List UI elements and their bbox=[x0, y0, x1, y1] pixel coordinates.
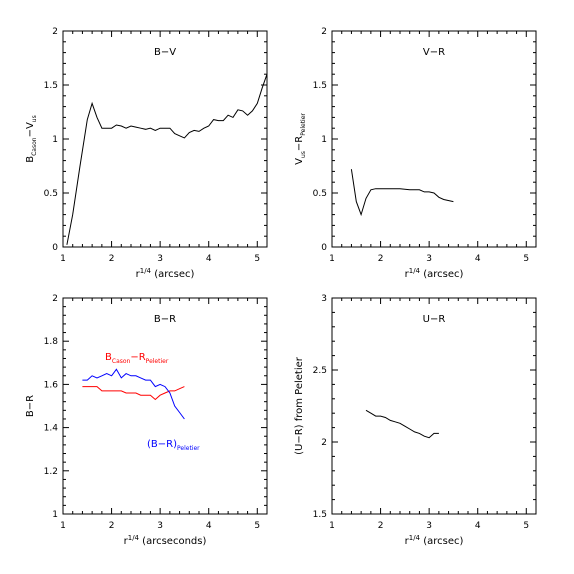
y-tick-label: 1.5 bbox=[44, 81, 58, 91]
x-tick-label: 1 bbox=[60, 254, 66, 264]
series-line-1 bbox=[82, 386, 185, 401]
y-tick-label: 1.4 bbox=[44, 424, 59, 434]
y-tick-label: 0.5 bbox=[44, 189, 58, 199]
series-annotation-2: (B−R)Peletier bbox=[147, 439, 200, 452]
panel-3: 1 2 3 4 5 1 1.2 1.4 1.6 1.8 2 B−R r1/4 (arcseconds) B… bbox=[25, 294, 268, 547]
y-tick-label: 1 bbox=[321, 135, 327, 145]
y-tick-label: 2 bbox=[321, 438, 327, 448]
x-tick-label: 2 bbox=[109, 521, 115, 531]
x-axis-label: r1/4 (arcsec) bbox=[405, 267, 464, 280]
x-tick-label: 5 bbox=[523, 254, 529, 264]
chart-title: B−V bbox=[154, 47, 176, 58]
x-tick-label: 3 bbox=[426, 254, 432, 264]
x-tick-label: 1 bbox=[329, 521, 335, 531]
series-annotation-1: BCason−RPeletier bbox=[105, 352, 169, 365]
y-tick-label: 2 bbox=[52, 27, 58, 37]
x-axis-label: r1/4 (arcseconds) bbox=[124, 534, 207, 547]
chart-title: U−R bbox=[423, 314, 446, 325]
y-tick-label: 1 bbox=[52, 510, 58, 520]
y-tick-label: 2 bbox=[321, 27, 327, 37]
series-line-1 bbox=[350, 169, 454, 217]
x-tick-label: 5 bbox=[254, 521, 260, 531]
x-tick-label: 1 bbox=[329, 254, 335, 264]
y-axis-label: B−R bbox=[25, 395, 36, 417]
y-tick-label: 1.8 bbox=[44, 337, 59, 347]
chart-title: B−R bbox=[154, 314, 176, 325]
x-tick-label: 4 bbox=[206, 254, 212, 264]
panel-2: 1 2 3 4 5 0 0.5 1 1.5 2 V−R r1/4 (arcsec) Vus−RPelet… bbox=[294, 27, 537, 280]
y-tick-label: 0 bbox=[321, 243, 327, 253]
x-tick-label: 2 bbox=[378, 254, 384, 264]
x-tick-label: 3 bbox=[157, 254, 163, 264]
x-tick-label: 3 bbox=[157, 521, 163, 531]
panel-4: 1 2 3 4 5 1.5 2 2.5 3 U−R r1/4 (arcsec) (U−R) from … bbox=[294, 294, 537, 547]
y-axis-label: (U−R) from Peletier bbox=[294, 356, 305, 455]
y-tick-label: 1.2 bbox=[44, 467, 58, 477]
plot-frame bbox=[62, 297, 268, 515]
y-axis-label: Vus−RPeletier bbox=[294, 113, 307, 165]
x-tick-label: 5 bbox=[254, 254, 260, 264]
x-tick-label: 2 bbox=[378, 521, 384, 531]
x-tick-label: 4 bbox=[475, 254, 481, 264]
y-tick-label: 2.5 bbox=[313, 366, 327, 376]
y-tick-label: 1.5 bbox=[313, 510, 327, 520]
panel-1: 1 2 3 4 5 0 0.5 1 1.5 2 B−V r1/4 (arcsec) BCason−Vus bbox=[25, 27, 268, 280]
x-tick-label: 1 bbox=[60, 521, 66, 531]
chart-title: V−R bbox=[423, 47, 445, 58]
series-line-2 bbox=[82, 368, 185, 420]
x-tick-label: 3 bbox=[426, 521, 432, 531]
y-tick-label: 1.6 bbox=[44, 380, 59, 390]
y-tick-label: 0 bbox=[52, 243, 58, 253]
y-tick-label: 1.5 bbox=[313, 81, 327, 91]
x-axis-label: r1/4 (arcsec) bbox=[136, 267, 195, 280]
y-tick-label: 2 bbox=[52, 294, 58, 304]
y-tick-label: 3 bbox=[321, 294, 327, 304]
plot-frame bbox=[331, 297, 537, 515]
x-tick-label: 4 bbox=[206, 521, 212, 531]
y-tick-label: 0.5 bbox=[313, 189, 327, 199]
plot-frame bbox=[62, 30, 268, 248]
y-axis-label: BCason−Vus bbox=[25, 115, 38, 163]
x-tick-label: 5 bbox=[523, 521, 529, 531]
x-tick-label: 2 bbox=[109, 254, 115, 264]
series-line-1 bbox=[66, 74, 268, 245]
x-axis-label: r1/4 (arcsec) bbox=[405, 534, 464, 547]
x-tick-label: 4 bbox=[475, 521, 481, 531]
plot-frame bbox=[331, 30, 537, 248]
y-tick-label: 1 bbox=[52, 135, 58, 145]
series-line-1 bbox=[365, 409, 439, 439]
